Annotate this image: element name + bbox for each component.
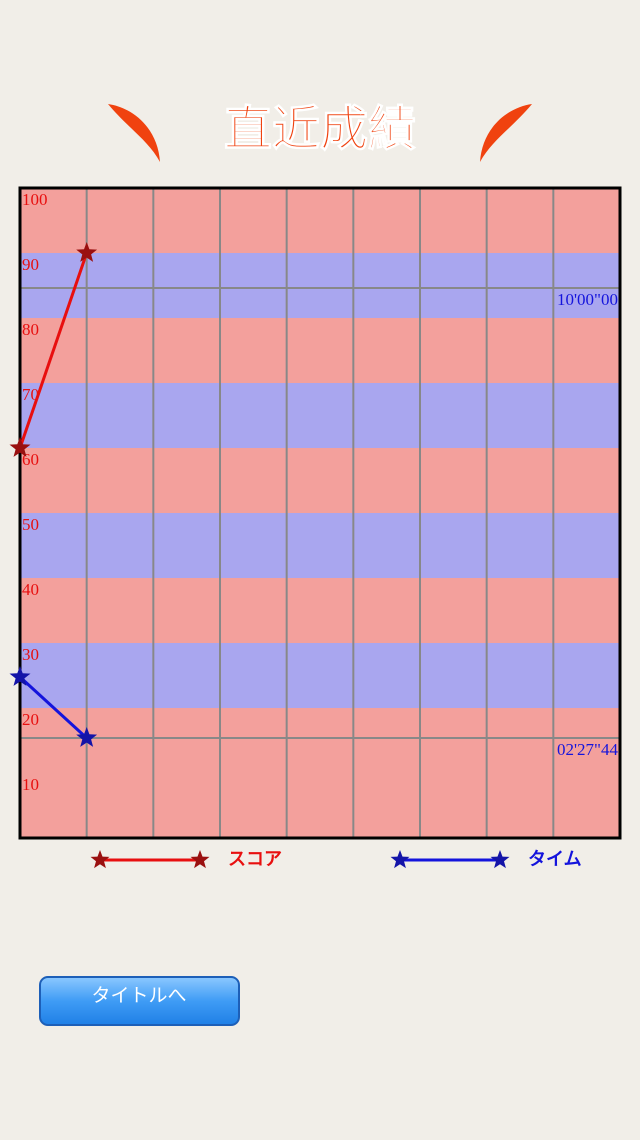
- band: [20, 773, 620, 838]
- point-marker: [76, 242, 98, 262]
- y-tick-label: 30: [22, 645, 39, 664]
- series-line: [18, 252, 89, 449]
- band: [20, 708, 620, 773]
- point-marker: [9, 437, 31, 457]
- band: [20, 578, 620, 643]
- feather-right: [480, 104, 532, 162]
- series-line: [18, 675, 88, 740]
- band: [20, 318, 620, 383]
- legend-star: [190, 850, 210, 869]
- y2-tick-label: 10'00"00: [557, 290, 618, 309]
- y-tick-label: 100: [22, 190, 48, 209]
- point-marker: [76, 727, 98, 747]
- title-button-label[interactable]: タイトルへ: [91, 985, 186, 1007]
- feather-left: [108, 104, 160, 162]
- band: [20, 188, 620, 253]
- y2-tick-label: 02'27"44: [557, 740, 619, 759]
- chart: 10 20 30 40 50 60 70 80 90 100 02'27"44 10'00"00 スコア…: [9, 186, 622, 870]
- y-tick-label: 20: [22, 710, 39, 729]
- y-tick-label: 90: [22, 255, 39, 274]
- legend-label: スコア: [228, 849, 282, 870]
- band: [20, 643, 620, 708]
- y-tick-label: 10: [22, 775, 39, 794]
- y-tick-label: 50: [22, 515, 39, 534]
- title-button[interactable]: [39, 976, 240, 1026]
- band: [20, 448, 620, 513]
- band: [20, 513, 620, 578]
- band: [20, 383, 620, 448]
- band: [20, 253, 620, 318]
- y-tick-label: 70: [22, 385, 39, 404]
- y-tick-label: 60: [22, 450, 39, 469]
- y-tick-label: 80: [22, 320, 39, 339]
- plot-frame: [18, 186, 622, 840]
- legend-star: [90, 850, 110, 869]
- legend-star: [490, 850, 510, 869]
- page-title: 直近成績: [224, 101, 416, 157]
- y-tick-label: 40: [22, 580, 39, 599]
- legend-star: [390, 850, 410, 869]
- legend-label: タイム: [528, 849, 582, 870]
- point-marker: [9, 666, 31, 686]
